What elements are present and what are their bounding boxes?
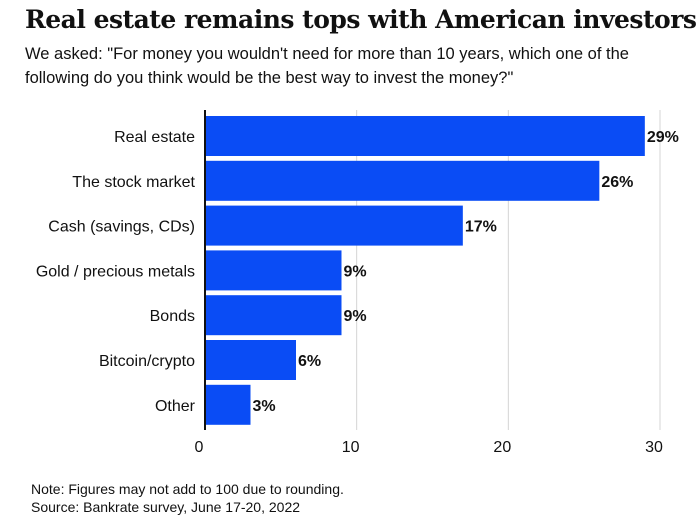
bar-chart: 0 10 20 30 Real estate 29% The stock market 26%… <box>36 110 679 456</box>
chart-title: Real estate remains tops with American i… <box>25 5 697 34</box>
x-tick-label: 10 <box>342 439 360 456</box>
value-label: 26% <box>601 174 633 191</box>
category-label: The stock market <box>72 174 195 191</box>
value-label: 6% <box>298 353 321 370</box>
category-label: Other <box>155 398 196 415</box>
x-tick-label: 0 <box>195 439 204 456</box>
category-label: Real estate <box>114 129 195 146</box>
source-note: Source: Bankrate survey, June 17-20, 202… <box>31 499 301 515</box>
bar <box>205 160 600 201</box>
gridlines <box>356 110 661 430</box>
x-tick-label: 20 <box>493 439 511 456</box>
category-label: Gold / precious metals <box>36 263 195 280</box>
value-label: 3% <box>253 398 276 415</box>
bar <box>205 205 463 246</box>
value-label: 29% <box>647 129 679 146</box>
value-label: 17% <box>465 219 497 236</box>
category-label: Bitcoin/crypto <box>99 353 195 370</box>
bar <box>205 340 296 380</box>
chart-subtitle: We asked: "For money you wouldn't need f… <box>25 45 629 87</box>
bars <box>205 116 645 425</box>
bar <box>205 116 645 156</box>
value-label: 9% <box>344 308 367 325</box>
footnote: Note: Figures may not add to 100 due to … <box>31 481 344 497</box>
category-label: Cash (savings, CDs) <box>48 219 195 236</box>
category-label: Bonds <box>150 308 195 325</box>
x-tick-label: 30 <box>645 439 663 456</box>
bar <box>205 295 342 336</box>
bar <box>205 250 342 291</box>
labels: 0 10 20 30 Real estate 29% The stock market 26%… <box>36 129 679 456</box>
value-label: 9% <box>344 263 367 280</box>
bar <box>205 384 251 425</box>
